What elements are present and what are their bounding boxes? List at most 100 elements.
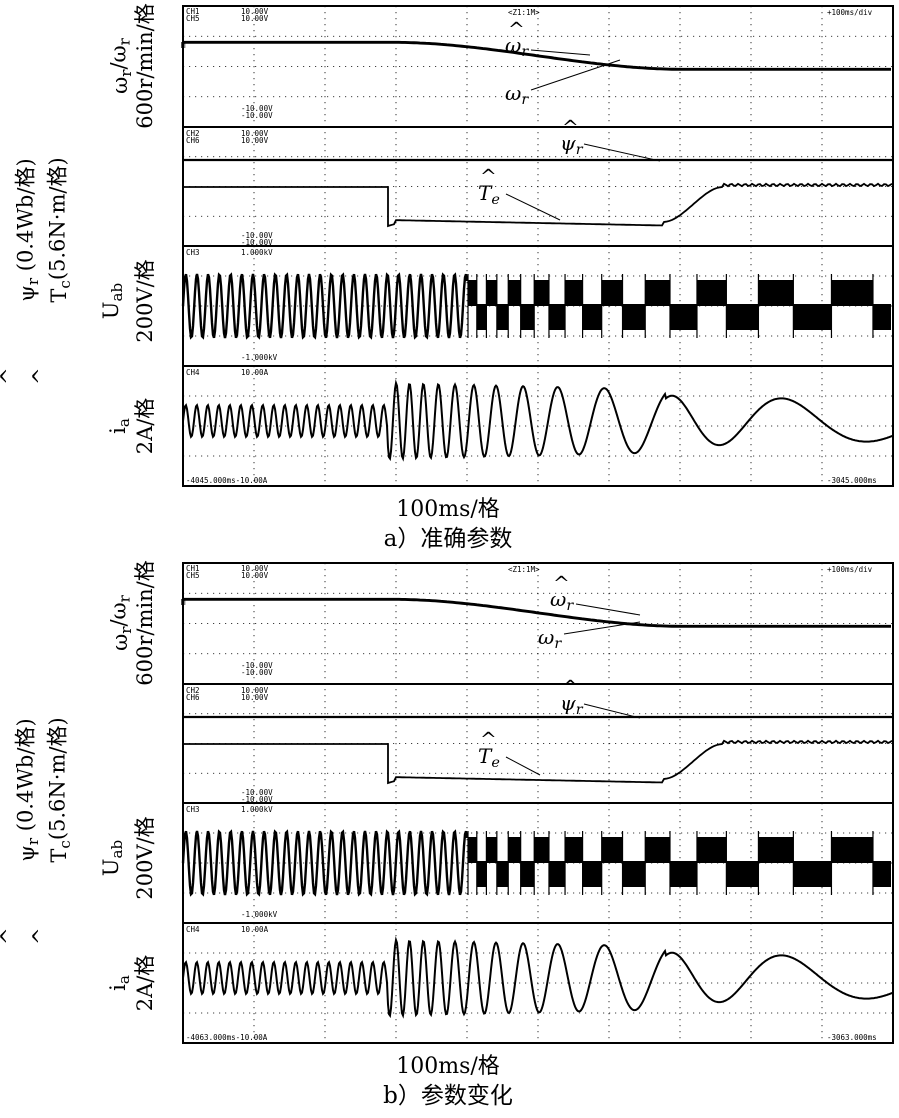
ch-scale: 10.00A <box>241 368 269 377</box>
timebase-label: +100ms/div <box>827 565 873 574</box>
speed-trace-est <box>183 597 891 628</box>
ch-scale: 10.00V <box>241 14 269 23</box>
leader-line <box>530 49 591 56</box>
ylabel-flux: ψr (0.4Wb/格) <box>13 718 42 861</box>
ylabel-current: ia <box>106 975 133 991</box>
ch-offset: -10.00V <box>241 788 273 797</box>
pwm-block <box>726 304 759 330</box>
ch-label: CH5 <box>186 14 200 23</box>
ann-omega-hat-part: ω <box>505 33 521 57</box>
ylabel-current: ia <box>106 418 133 434</box>
ann-te-hat: Te <box>478 744 500 771</box>
ch-scale: 10.00A <box>241 925 269 934</box>
pwm-block <box>696 837 727 863</box>
ann-omega-hat: ωr <box>505 33 529 60</box>
ylabel-torque-part: (5.6N·m/格) <box>45 717 69 840</box>
ch-scale: 10.00V <box>241 136 269 145</box>
ch-offset: -10.00V <box>241 231 273 240</box>
pwm-block <box>696 280 727 306</box>
ann-omega: ωr <box>538 625 562 652</box>
ann-hat-mark: ^ <box>553 571 570 595</box>
ch-scale: 10.00V <box>241 7 269 16</box>
ann-hat-mark: ^ <box>562 675 579 699</box>
ylabel-flux-part: ψ <box>15 845 39 861</box>
ch-label: CH4 <box>186 368 200 377</box>
ylabel-speed-part: r <box>117 626 135 634</box>
ann-omega: ωr <box>505 81 529 108</box>
marker-M: M <box>181 598 186 607</box>
pwm-block <box>872 304 891 330</box>
ylabel-hat: ^ <box>0 367 21 385</box>
ann-te-hat-part: e <box>491 192 500 208</box>
timebase-label: +100ms/div <box>827 8 873 17</box>
ann-hat-mark: ^ <box>562 115 579 139</box>
ylabel-torque-part: T <box>47 849 71 863</box>
leader-line <box>583 143 661 162</box>
ylabel-current-part: a <box>115 418 133 427</box>
ann-omega-part: r <box>554 636 562 652</box>
ylabel-current-unit: 2A/格 <box>133 955 157 1012</box>
ylabel-current-part: a <box>115 975 133 984</box>
ann-hat-mark: ^ <box>480 727 497 751</box>
ann-omega-hat-part: r <box>521 44 529 60</box>
voltage-trace-pwm <box>467 831 891 895</box>
ylabel-torque-part: c <box>56 280 74 288</box>
ylabel-speed-unit-part: 600r/min/格 <box>133 560 157 685</box>
ch-offset: -10.00V <box>241 104 273 113</box>
ylabel-speed-part: ω <box>108 77 132 94</box>
ylabel-voltage-unit: 200V/格 <box>133 816 157 899</box>
pwm-block <box>520 861 535 887</box>
pwm-block <box>565 837 583 863</box>
ch-offset: -10.00V <box>241 238 273 247</box>
ylabel-speed-unit: 600r/min/格 <box>133 3 157 128</box>
ch-scale: 10.00V <box>241 686 269 695</box>
ch-label: CH2 <box>186 129 200 138</box>
pwm-block <box>645 837 670 863</box>
x-end-label: -3045.000ms <box>827 476 877 485</box>
leader-line <box>575 603 641 616</box>
pwm-block <box>726 861 759 887</box>
pwm-block <box>508 280 521 306</box>
ylabel-voltage-part: U <box>99 858 123 876</box>
pwm-block <box>645 280 670 306</box>
pwm-block <box>548 304 566 330</box>
voltage-trace-sine <box>181 829 469 897</box>
pwm-block <box>669 861 697 887</box>
leader-line <box>583 703 641 719</box>
ch-label: CH4 <box>186 925 200 934</box>
ann-hat-mark: ^ <box>480 164 497 188</box>
pwm-block <box>601 280 623 306</box>
current-trace <box>182 379 894 462</box>
pwm-block <box>669 304 697 330</box>
pwm-block <box>496 304 509 330</box>
ann-omega-hat: ωr <box>550 587 574 614</box>
ylabel-flux-part: r <box>24 837 42 845</box>
pwm-block <box>622 304 646 330</box>
leader-line <box>563 621 641 635</box>
pwm-block <box>793 304 832 330</box>
voltage-trace-sine <box>181 272 469 340</box>
ch-scale: 1.000kV <box>241 805 273 814</box>
ann-omega-part: ω <box>538 625 554 649</box>
x-axis-label: 100ms/格 <box>396 497 500 522</box>
ylabel-voltage-part: ab <box>108 283 126 302</box>
ann-psi-hat: ψr <box>560 691 584 718</box>
ylabel-voltage-part: U <box>99 301 123 319</box>
pwm-block <box>548 861 566 887</box>
ch-scale: 10.00V <box>241 129 269 138</box>
ch-label: CH6 <box>186 693 200 702</box>
ch-label: CH1 <box>186 7 200 16</box>
pwm-block <box>793 861 832 887</box>
pwm-block <box>622 861 646 887</box>
ann-omega-part: r <box>521 92 529 108</box>
ch-offset: -10.00V <box>241 668 273 677</box>
pwm-block <box>565 280 583 306</box>
leader-line <box>505 193 561 221</box>
ylabel-flux-part: ψ <box>15 285 39 301</box>
ylabel-voltage-unit-part: 200V/格 <box>133 816 157 899</box>
ch-scale: 10.00V <box>241 571 269 580</box>
ylabel-hat: ^ <box>0 927 21 945</box>
